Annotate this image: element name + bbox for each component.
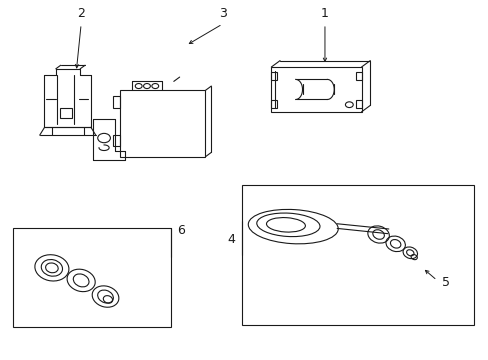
Text: 4: 4 xyxy=(227,233,235,246)
Text: 3: 3 xyxy=(218,8,226,21)
Bar xyxy=(271,100,277,108)
Bar xyxy=(60,108,72,118)
Bar xyxy=(113,96,120,108)
Bar xyxy=(355,100,361,108)
Bar xyxy=(271,72,277,80)
Bar xyxy=(355,72,361,80)
Text: 6: 6 xyxy=(177,224,184,237)
Bar xyxy=(271,67,361,112)
Bar xyxy=(113,135,120,146)
Text: 1: 1 xyxy=(320,8,328,21)
Bar xyxy=(120,90,205,157)
Bar xyxy=(242,185,473,325)
Bar xyxy=(13,228,171,327)
Text: 2: 2 xyxy=(77,8,85,21)
Text: 5: 5 xyxy=(441,276,449,289)
